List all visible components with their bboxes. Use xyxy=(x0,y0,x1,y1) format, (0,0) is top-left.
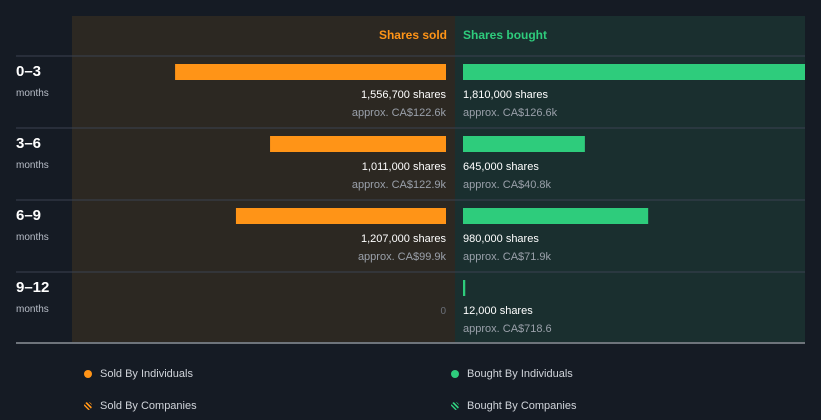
legend-sold-companies: Sold By Companies xyxy=(84,400,197,412)
bought-approx-label: approx. CA$40.8k xyxy=(463,179,552,191)
bought-dot-icon xyxy=(451,370,459,378)
period-unit-label: months xyxy=(16,160,49,171)
sold-dot-icon xyxy=(84,370,92,378)
period-label: 6–9 xyxy=(16,207,41,224)
bought-approx-label: approx. CA$718.6 xyxy=(463,323,552,335)
bought-value-label: 980,000 shares xyxy=(463,233,539,245)
bought-header: Shares bought xyxy=(463,28,547,42)
legend-sold-individuals: Sold By Individuals xyxy=(84,368,193,380)
period-unit-label: months xyxy=(16,232,49,243)
sold-bar xyxy=(235,208,446,224)
sold-approx-label: approx. CA$122.6k xyxy=(352,107,447,119)
sold-bar xyxy=(270,136,446,152)
sold-value-label: 1,207,000 shares xyxy=(361,233,447,245)
sold-approx-label: approx. CA$122.9k xyxy=(352,179,447,191)
bought-value-label: 12,000 shares xyxy=(463,305,533,317)
bought-bar xyxy=(463,208,649,224)
legend-bought-individuals: Bought By Individuals xyxy=(451,368,573,380)
sold-hatch-icon xyxy=(84,402,92,410)
sold-approx-label: approx. CA$99.9k xyxy=(358,251,447,263)
period-unit-label: months xyxy=(16,88,49,99)
legend-label: Sold By Companies xyxy=(100,400,197,412)
bought-approx-label: approx. CA$126.6k xyxy=(463,107,558,119)
period-unit-label: months xyxy=(16,304,49,315)
period-label: 0–3 xyxy=(16,63,41,80)
bought-bar xyxy=(463,280,466,296)
bought-bar xyxy=(463,64,805,80)
sold-zero-label: 0 xyxy=(440,306,446,317)
bought-value-label: 1,810,000 shares xyxy=(463,89,549,101)
legend-label: Sold By Individuals xyxy=(100,368,193,380)
legend-bought-companies: Bought By Companies xyxy=(451,400,576,412)
sold-value-label: 1,011,000 shares xyxy=(362,161,447,173)
bought-approx-label: approx. CA$71.9k xyxy=(463,251,552,263)
sold-value-label: 1,556,700 shares xyxy=(361,89,447,101)
sold-bar xyxy=(175,64,447,80)
legend-label: Bought By Individuals xyxy=(467,368,573,380)
period-label: 9–12 xyxy=(16,279,49,296)
legend-label: Bought By Companies xyxy=(467,400,577,412)
bought-value-label: 645,000 shares xyxy=(463,161,539,173)
bought-bar xyxy=(463,136,585,152)
bought-hatch-icon xyxy=(451,402,459,410)
sold-header: Shares sold xyxy=(379,28,447,42)
period-label: 3–6 xyxy=(16,135,41,152)
